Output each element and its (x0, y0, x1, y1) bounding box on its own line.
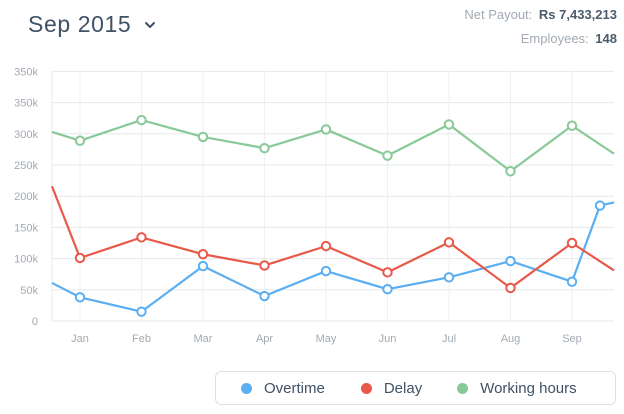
chart-legend: Overtime Delay Working hours (215, 371, 616, 405)
y-axis-ticks: 0 50k 100k 150k 200k 250k 300k 350k 350k (14, 66, 38, 328)
legend-item-working-hours[interactable]: Working hours (457, 379, 577, 397)
y-tick-label: 100k (14, 254, 38, 266)
legend-item-overtime[interactable]: Overtime (241, 380, 325, 397)
data-point-working-hours (136, 114, 147, 126)
x-tick-label: Apr (256, 333, 273, 345)
y-tick-label: 250k (14, 160, 38, 172)
data-point-overtime (259, 290, 270, 302)
y-tick-label: 0 (32, 316, 38, 328)
data-point-overtime (505, 255, 516, 267)
legend-label-overtime: Overtime (264, 379, 325, 397)
data-point-overtime (443, 272, 455, 283)
chart-grid (51, 70, 614, 322)
legend-label-working-hours: Working hours (480, 379, 577, 397)
data-point-delay (505, 282, 516, 294)
working-hours-dot-icon (457, 382, 469, 394)
chevron-down-icon (145, 21, 156, 28)
x-tick-label: Mar (194, 333, 213, 345)
x-tick-label: Jan (71, 333, 89, 345)
x-tick-label: May (316, 333, 337, 345)
period-label: Sep 2015 (28, 11, 132, 37)
x-tick-label: Aug (501, 333, 521, 345)
x-axis-ticks: Jan Feb Mar Apr May Jun Jul Aug Sep (71, 333, 582, 345)
data-point-overtime (382, 283, 393, 295)
data-point-overtime (74, 292, 86, 303)
data-point-working-hours (320, 124, 332, 135)
data-point-delay (259, 260, 270, 271)
overtime-dot-icon (241, 382, 252, 394)
data-point-overtime (566, 276, 578, 287)
net-payout-stat: Net Payout: Rs 7,433,213 (464, 7, 617, 31)
employees-stat: Employees: 148 (464, 31, 617, 55)
y-tick-label: 350k (14, 66, 38, 78)
net-payout-label: Net Payout: (464, 7, 533, 22)
legend-item-delay[interactable]: Delay (360, 379, 423, 397)
series-line-overtime (51, 201, 615, 313)
employees-value: 148 (595, 31, 617, 46)
y-tick-label: 350k (14, 98, 38, 110)
data-point-delay (197, 249, 209, 260)
chart-series (50, 114, 615, 317)
y-tick-label: 300k (14, 129, 38, 141)
x-tick-label: Sep (562, 333, 582, 345)
data-point-delay (136, 232, 147, 243)
x-tick-label: Jul (442, 333, 456, 345)
series-line-working-hours (51, 118, 615, 173)
data-point-working-hours (566, 120, 578, 131)
data-point-delay (74, 252, 86, 264)
y-tick-label: 50k (20, 285, 38, 297)
data-point-working-hours (382, 150, 393, 161)
data-point-overtime (197, 260, 209, 272)
summary-stats: Net Payout: Rs 7,433,213 Employees: 148 (464, 7, 617, 55)
data-point-delay (320, 240, 332, 252)
legend-label-delay: Delay (383, 379, 423, 397)
data-point-overtime (594, 200, 606, 211)
net-payout-value: Rs 7,433,213 (538, 7, 617, 22)
data-point-overtime (320, 265, 332, 277)
y-tick-label: 200k (14, 191, 38, 203)
data-point-overtime (136, 306, 147, 317)
data-point-delay (566, 237, 578, 249)
delay-dot-icon (360, 382, 372, 394)
x-tick-label: Feb (132, 333, 151, 345)
data-point-working-hours (443, 119, 455, 130)
data-point-delay (443, 237, 455, 248)
data-point-working-hours (505, 166, 516, 177)
data-point-working-hours (197, 131, 209, 143)
data-point-working-hours (74, 135, 86, 146)
employees-label: Employees: (520, 31, 589, 46)
x-tick-label: Jun (379, 333, 397, 345)
period-selector[interactable]: Sep 2015 (28, 11, 157, 38)
data-point-working-hours (259, 142, 270, 154)
y-tick-label: 150k (14, 222, 38, 234)
data-point-delay (382, 267, 393, 278)
